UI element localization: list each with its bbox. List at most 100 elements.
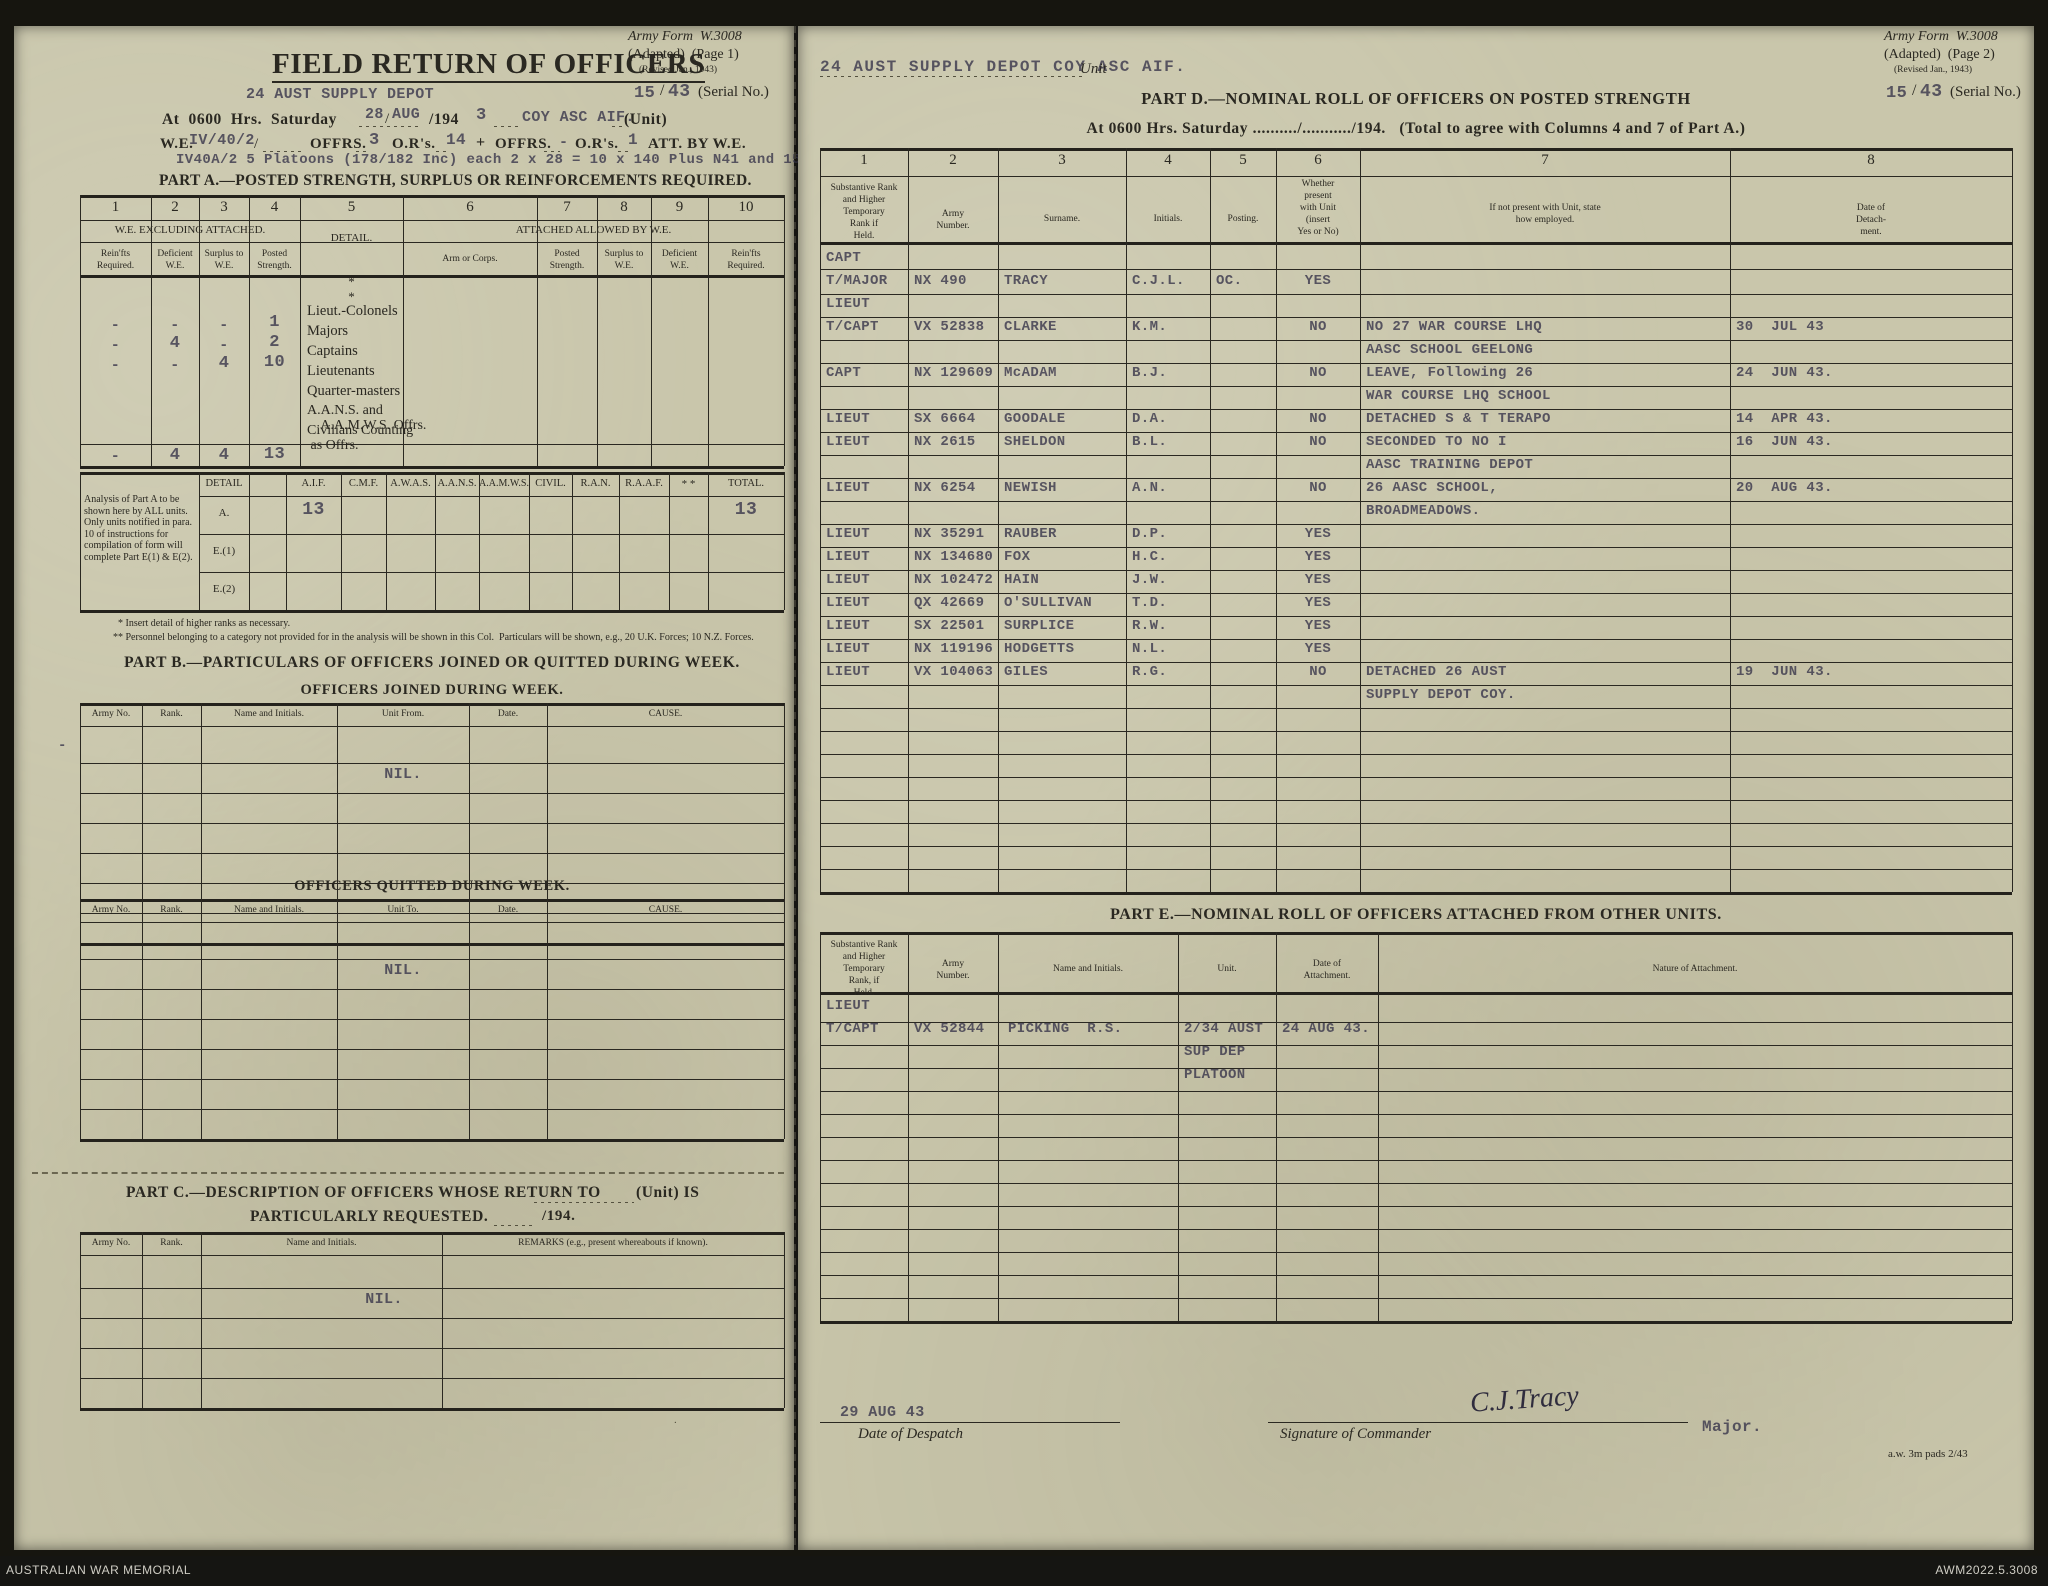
- commander-signature: C.J.Tracy: [1469, 1380, 1580, 1419]
- part-d-datetime: At 0600 Hrs. Saturday ........../.......…: [1086, 120, 1746, 137]
- rank-row-label-3: Lieutenants: [307, 363, 375, 379]
- officer-3-number: SX 6664: [914, 411, 976, 427]
- date-year-prefix: /194: [429, 111, 459, 128]
- parte-row-0-rank1: LIEUT: [826, 998, 871, 1014]
- analysis-row-0-aif: 13: [302, 500, 325, 520]
- officer-7-surname: FOX: [1004, 549, 1031, 565]
- serial-label: (Serial No.): [698, 84, 769, 100]
- form2-serial-year: 43: [1920, 82, 1943, 102]
- officer-9-surname: O'SULLIVAN: [1004, 595, 1093, 611]
- form-page-1: FIELD RETURN OF OFFICERS Army Form W.300…: [14, 26, 801, 1550]
- subheader-reinforcements-required: Rein'fts Required.: [96, 249, 135, 271]
- rank-row-label-0: Lieut.-Colonels: [307, 303, 398, 319]
- officer-4-rank2: LIEUT: [826, 434, 871, 450]
- officer-5-number: NX 6254: [914, 480, 976, 496]
- officer-1-surname: CLARKE: [1004, 319, 1057, 335]
- part-d-heading: PART D.—NOMINAL ROLL OF OFFICERS ON POST…: [1141, 89, 1691, 108]
- despatch-date-value: 29 AUG 43: [840, 1404, 925, 1421]
- analysis-row-label-2: E.(2): [212, 583, 236, 595]
- rank-row-3-posted: 10: [263, 353, 286, 372]
- officer-5-remark2: BROADMEADOWS.: [1366, 503, 1481, 519]
- part-c-col-remarks: REMARKS (e.g., present whereabouts if kn…: [518, 1238, 708, 1248]
- rank-row-3-surplus: 4: [218, 354, 230, 373]
- officer-10-rank2: LIEUT: [826, 618, 871, 634]
- col-num-7: 7: [563, 199, 571, 215]
- quitted-col-name: Name and Initials.: [234, 905, 304, 915]
- group-header-we-excluding: W.E. EXCLUDING ATTACHED.: [114, 224, 266, 236]
- scan-edge-right: [2034, 0, 2048, 1586]
- unit-stamp-line2: COY ASC AIF.: [522, 109, 635, 126]
- serial-number-value: 15: [634, 84, 656, 103]
- officer-3-present: NO: [1309, 411, 1327, 427]
- partd-col-detach-date: Date of Detach- ment.: [1855, 203, 1887, 237]
- joined-dash-mark: -: [58, 738, 67, 754]
- part-b-heading: PART B.—PARTICULARS OF OFFICERS JOINED O…: [124, 654, 740, 671]
- rank-row-2-posted: 2: [269, 333, 280, 352]
- analysis-col-aamws: A.A.M.W.S.: [479, 478, 529, 489]
- unit-stamp-line1: 24 AUST SUPPLY DEPOT: [246, 86, 435, 103]
- col-num-8: 8: [620, 199, 628, 215]
- joined-col-unit-from: Unit From.: [381, 709, 425, 719]
- group-header-detail: DETAIL.: [330, 232, 373, 244]
- date-year: 3: [476, 106, 487, 125]
- ors1-label: O.R's.: [392, 136, 436, 152]
- quitted-col-cause: CAUSE.: [648, 905, 683, 915]
- quitted-col-rank: Rank.: [160, 905, 183, 915]
- quitted-nil-entry: NIL.: [384, 962, 422, 979]
- ors2-value: 1: [628, 131, 639, 149]
- rank-row-label-1: Majors: [307, 323, 349, 339]
- officer-2-date: 24 JUN 43.: [1736, 365, 1833, 381]
- we-label: W.E.: [160, 136, 194, 152]
- form2-serial-value: 15: [1886, 84, 1908, 103]
- parte-row-0-number: VX 52844: [914, 1021, 985, 1037]
- parte-row-0-unit-1: 2/34 AUST: [1184, 1021, 1264, 1037]
- officer-1-initials: K.M.: [1132, 319, 1168, 335]
- officer-5-remark1: 26 AASC SCHOOL,: [1366, 480, 1499, 496]
- partd-col-employment: If not present with Unit, state how empl…: [1489, 203, 1601, 225]
- col-num-5: 5: [347, 199, 356, 215]
- analysis-row-0-total: 13: [734, 500, 758, 520]
- officer-5-present: NO: [1309, 480, 1327, 496]
- officer-11-surname: HODGETTS: [1004, 641, 1075, 657]
- officer-1-remark2: AASC SCHOOL GEELONG: [1366, 342, 1534, 358]
- parte-row-0-unit-2: SUP DEP: [1184, 1044, 1246, 1060]
- form-ref-line3: (Revised Jan., 1943): [639, 65, 718, 75]
- officer-0-present: YES: [1304, 273, 1332, 289]
- officer-1-present: NO: [1309, 319, 1327, 335]
- officer-8-initials: J.W.: [1132, 572, 1168, 588]
- officer-3-remark1: DETACHED S & T TERAPO: [1366, 411, 1551, 427]
- joined-nil-entry: NIL.: [384, 766, 422, 783]
- totals-deficient: 4: [169, 446, 181, 465]
- officer-3-date: 14 APR 43.: [1736, 411, 1833, 427]
- analysis-col-raaf: R.A.A.F.: [625, 478, 663, 489]
- officer-9-present: YES: [1304, 595, 1332, 611]
- partd-col-rank: Substantive Rank and Higher Temporary Ra…: [830, 183, 898, 241]
- scan-edge-top: [0, 0, 2048, 26]
- rank-row-1-deficient: -: [170, 317, 180, 334]
- officer-4-initials: B.L.: [1132, 434, 1168, 450]
- officer-1-rank1: LIEUT: [826, 296, 871, 312]
- partd-col-present: Whether present with Unit (insert Yes or…: [1297, 179, 1339, 237]
- rank-row-label-2: Captains: [307, 343, 358, 359]
- officer-1-date: 30 JUL 43: [1736, 319, 1825, 335]
- partd-col-num-4: 4: [1164, 152, 1172, 168]
- we-note: IV40A/2 5 Platoons (178/182 Inc) each 2 …: [176, 152, 801, 168]
- officer-3-initials: D.A.: [1132, 411, 1168, 427]
- officer-0-rank1: CAPT: [826, 250, 862, 266]
- officer-6-rank2: LIEUT: [826, 526, 871, 542]
- signature-label: Signature of Commander: [1280, 1426, 1432, 1442]
- form2-ref-line2: (Adapted) (Page 2): [1884, 47, 1995, 62]
- officer-6-surname: RAUBER: [1004, 526, 1057, 542]
- commander-rank: Major.: [1702, 1418, 1763, 1436]
- part-a-heading: PART A.—POSTED STRENGTH, SURPLUS OR REIN…: [159, 172, 752, 189]
- subheader-arm-or-corps: Arm or Corps.: [442, 254, 498, 264]
- officer-2-remark1: LEAVE, Following 26: [1366, 365, 1534, 381]
- officer-2-present: NO: [1309, 365, 1327, 381]
- part-c-nil-entry: NIL.: [365, 1291, 403, 1308]
- officer-9-number: QX 42669: [914, 595, 985, 611]
- officer-10-surname: SURPLICE: [1004, 618, 1075, 634]
- officer-7-present: YES: [1304, 549, 1332, 565]
- officer-11-number: NX 119196: [914, 641, 994, 657]
- offrs2-label: OFFRS.: [495, 136, 552, 152]
- archive-footer: AUSTRALIAN WAR MEMORIAL AWM2022.5.3008: [0, 1556, 2048, 1586]
